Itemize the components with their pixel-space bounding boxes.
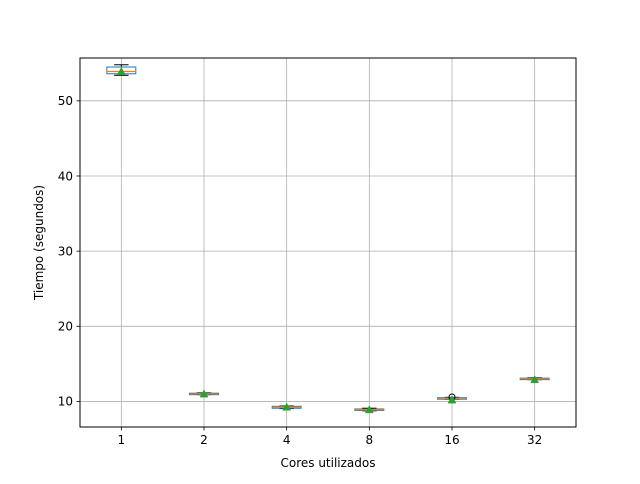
x-axis-label: Cores utilizados (280, 456, 375, 470)
y-axis-label: Tiempo (segundos) (32, 185, 46, 301)
mean-marker (447, 395, 457, 404)
y-tick-label: 30 (58, 244, 73, 258)
x-tick-label: 32 (527, 433, 542, 447)
mean-marker (282, 402, 292, 411)
x-tick-label: 16 (444, 433, 459, 447)
box-16 (437, 393, 467, 404)
y-axis-ticks: 10 20 30 40 50 (58, 94, 80, 409)
y-tick-label: 10 (58, 395, 73, 409)
box-4 (271, 402, 302, 411)
plot-frame (79, 57, 577, 428)
x-tick-label: 1 (118, 433, 126, 447)
y-tick-label: 50 (58, 94, 73, 108)
box-32 (519, 375, 550, 384)
x-axis-ticks: 1 2 4 8 16 32 (118, 427, 542, 447)
mean-marker (364, 405, 374, 414)
box-8 (354, 405, 385, 414)
boxes (106, 64, 550, 414)
mean-marker (530, 375, 540, 384)
x-tick-label: 4 (283, 433, 291, 447)
box-1 (106, 64, 137, 76)
y-tick-label: 20 (58, 320, 73, 334)
x-tick-label: 8 (366, 433, 374, 447)
grid (80, 58, 576, 427)
x-tick-label: 2 (200, 433, 208, 447)
box-2 (189, 389, 219, 398)
mean-marker (116, 67, 126, 75)
mean-marker (199, 389, 209, 398)
y-tick-label: 40 (58, 169, 73, 183)
